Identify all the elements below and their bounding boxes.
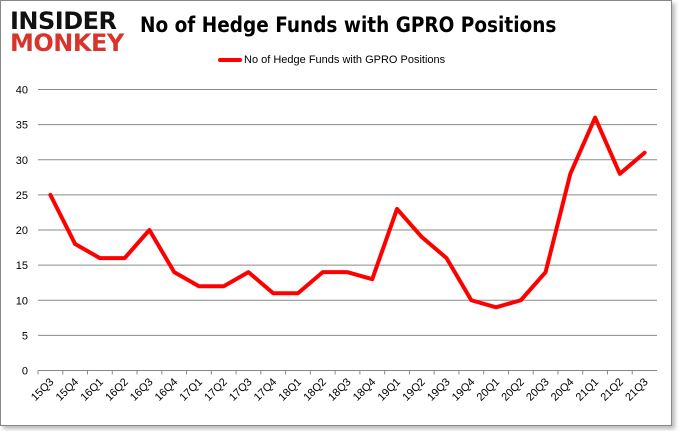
y-tick-label: 30	[16, 155, 28, 167]
x-tick-label: 20Q1	[475, 376, 503, 404]
series-line	[48, 115, 647, 310]
insider-monkey-logo: INSIDER MONKEY	[10, 7, 124, 57]
x-tick-label: 19Q4	[450, 376, 478, 404]
x-tick-label: 21Q2	[598, 376, 626, 404]
x-tick-label: 20Q3	[524, 376, 552, 404]
y-tick-label: 15	[16, 260, 28, 272]
x-tick-label: 19Q3	[425, 376, 453, 404]
x-tick-label: 16Q1	[78, 376, 106, 404]
x-tick-label: 18Q1	[277, 376, 305, 404]
x-tick-label: 17Q4	[252, 376, 280, 404]
x-tick-label: 18Q2	[301, 376, 329, 404]
y-tick-label: 20	[16, 225, 28, 237]
y-tick-label: 25	[16, 190, 28, 202]
x-tick-label: 17Q2	[202, 376, 230, 404]
y-tick-label: 35	[16, 120, 28, 132]
x-tick-label: 16Q2	[103, 376, 131, 404]
x-tick-label: 16Q3	[128, 376, 156, 404]
y-tick-label: 40	[16, 85, 28, 97]
y-tick-label: 10	[16, 295, 28, 307]
x-tick-label: 18Q3	[326, 376, 354, 404]
y-tick-label: 0	[22, 366, 28, 378]
x-tick-label: 20Q2	[499, 376, 527, 404]
logo-line1: INSIDER	[10, 7, 117, 35]
legend-swatch	[218, 58, 242, 62]
x-tick-label: 19Q2	[400, 376, 428, 404]
x-tick-label: 21Q3	[623, 376, 651, 404]
logo-line2: MONKEY	[10, 29, 124, 57]
x-tick-label: 19Q1	[376, 376, 404, 404]
x-tick-label: 15Q3	[29, 376, 57, 404]
chart-legend: No of Hedge Funds with GPRO Positions	[218, 54, 445, 66]
x-tick-label: 18Q4	[351, 376, 379, 404]
x-tick-label: 15Q4	[54, 376, 82, 404]
legend-label: No of Hedge Funds with GPRO Positions	[244, 54, 446, 66]
x-tick-label: 21Q1	[574, 376, 602, 404]
y-tick-label: 5	[22, 330, 28, 342]
x-tick-label: 17Q3	[227, 376, 255, 404]
chart-title: No of Hedge Funds with GPRO Positions	[140, 13, 557, 37]
x-tick-label: 17Q1	[178, 376, 206, 404]
x-tick-label: 16Q4	[153, 376, 181, 404]
x-tick-label: 20Q4	[549, 376, 577, 404]
